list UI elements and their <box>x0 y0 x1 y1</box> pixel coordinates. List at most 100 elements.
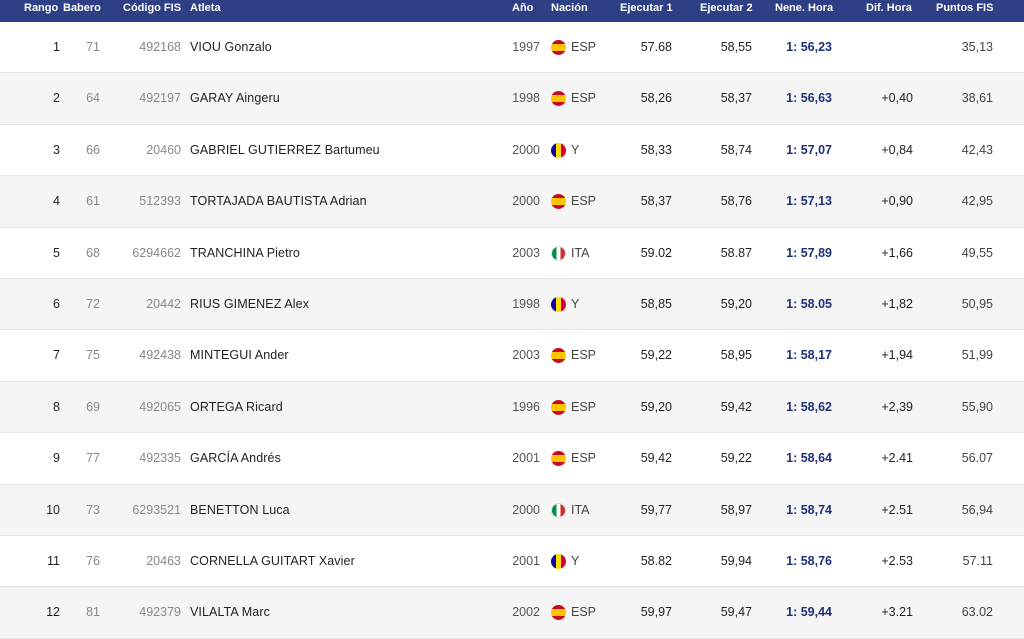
fis-points-cell: 56.07 <box>961 451 993 466</box>
athlete-name-link[interactable]: MINTEGUI Ander <box>190 348 289 363</box>
nation-flag-icon <box>551 194 566 210</box>
run1-cell: 59,22 <box>640 348 672 363</box>
diff-cell: +2.51 <box>881 502 913 517</box>
run2-cell: 59,42 <box>720 399 752 414</box>
bib-cell: 64 <box>86 91 100 106</box>
table-header: Rango Babero Código FIS Atleta Año Nació… <box>0 0 1024 22</box>
header-total-time[interactable]: Nene. Hora <box>775 2 834 14</box>
table-row[interactable]: 5 68 6294662 TRANCHINA Pietro 2003 ITA 5… <box>0 227 1024 279</box>
header-fis-points[interactable]: Puntos FIS <box>936 2 994 14</box>
year-cell: 2000 <box>512 142 540 157</box>
run2-cell: 58.87 <box>720 245 752 260</box>
fis-points-cell: 42,43 <box>961 142 993 157</box>
table-row[interactable]: 1 71 492168 VIOU Gonzalo 1997 ESP 57.68 … <box>0 22 1024 74</box>
nation-flag-icon <box>551 399 566 415</box>
rank-cell: 10 <box>46 502 60 517</box>
run1-cell: 58,37 <box>640 194 672 209</box>
total-time-cell: 1: 56,23 <box>786 40 832 54</box>
nation-cell: ESP <box>571 91 597 106</box>
table-row[interactable]: 9 77 492335 GARCÍA Andrés 2001 ESP 59,42… <box>0 433 1024 485</box>
table-row[interactable]: 3 66 20460 GABRIEL GUTIERREZ Bartumeu 20… <box>0 124 1024 177</box>
athlete-name-link[interactable]: TORTAJADA BAUTISTA Adrian <box>190 194 367 209</box>
athlete-name-link[interactable]: TRANCHINA Pietro <box>190 245 300 260</box>
athlete-name-link[interactable]: BENETTON Luca <box>190 502 290 517</box>
table-row[interactable]: 7 75 492438 MINTEGUI Ander 2003 ESP 59,2… <box>0 330 1024 382</box>
total-time-cell: 1: 58,64 <box>786 451 832 466</box>
nation-flag-icon <box>551 553 566 569</box>
diff-cell: +2.53 <box>881 553 913 568</box>
table-row[interactable]: 12 81 492379 VILALTA Marc 2002 ESP 59,97… <box>0 587 1024 639</box>
athlete-name-link[interactable]: RIUS GIMENEZ Alex <box>190 296 310 311</box>
bib-cell: 75 <box>86 348 100 363</box>
diff-cell: +2.41 <box>881 451 913 466</box>
nation-cell: ITA <box>571 245 590 260</box>
rank-cell: 9 <box>53 451 60 466</box>
rank-cell: 2 <box>53 91 60 106</box>
fis-points-cell: 55,90 <box>961 399 993 414</box>
athlete-name-link[interactable]: VIOU Gonzalo <box>190 40 272 54</box>
table-row[interactable]: 11 76 20463 CORNELLA GUITART Xavier 2001… <box>0 535 1024 588</box>
header-bib[interactable]: Babero <box>63 2 101 14</box>
run1-cell: 58,26 <box>640 91 672 106</box>
header-rank[interactable]: Rango <box>24 2 59 14</box>
table-row[interactable]: 8 69 492065 ORTEGA Ricard 1996 ESP 59,20… <box>0 381 1024 434</box>
table-row[interactable]: 2 64 492197 GARAY Aingeru 1998 ESP 58,26… <box>0 73 1024 125</box>
total-time-cell: 1: 56,63 <box>786 91 832 106</box>
diff-cell: +1,82 <box>881 296 913 311</box>
athlete-name-link[interactable]: CORNELLA GUITART Xavier <box>190 553 355 568</box>
rank-cell: 6 <box>53 296 60 311</box>
fis-points-cell: 50,95 <box>961 296 993 311</box>
header-fis-code[interactable]: Código FIS <box>123 2 182 14</box>
bib-cell: 73 <box>86 502 100 517</box>
diff-cell: +0,90 <box>881 194 913 209</box>
table-row[interactable]: 10 73 6293521 BENETTON Luca 2000 ITA 59,… <box>0 484 1024 536</box>
bib-cell: 76 <box>86 553 100 568</box>
fis-code-cell: 6294662 <box>132 245 181 260</box>
bib-cell: 68 <box>86 245 100 260</box>
fis-code-cell: 20463 <box>146 553 181 568</box>
nation-cell: Y <box>571 296 580 311</box>
fis-code-cell: 492197 <box>139 91 181 106</box>
athlete-name-link[interactable]: GARCÍA Andrés <box>190 451 281 466</box>
athlete-name-link[interactable]: VILALTA Marc <box>190 605 270 620</box>
athlete-name-link[interactable]: ORTEGA Ricard <box>190 399 283 414</box>
bib-cell: 77 <box>86 451 100 466</box>
header-nation[interactable]: Nación <box>551 2 588 14</box>
header-run1[interactable]: Ejecutar 1 <box>620 2 673 14</box>
year-cell: 1998 <box>512 91 540 106</box>
athlete-name-link[interactable]: GARAY Aingeru <box>190 91 280 106</box>
total-time-cell: 1: 58,74 <box>786 502 832 517</box>
header-diff[interactable]: Dif. Hora <box>866 2 912 14</box>
run1-cell: 59.02 <box>640 245 672 260</box>
nation-flag-icon <box>551 451 566 467</box>
nation-cell: ESP <box>571 605 597 620</box>
nation-flag-icon <box>551 296 566 312</box>
fis-code-cell: 492335 <box>139 451 181 466</box>
table-body: 1 71 492168 VIOU Gonzalo 1997 ESP 57.68 … <box>0 22 1024 639</box>
run1-cell: 59,20 <box>640 399 672 414</box>
header-run2[interactable]: Ejecutar 2 <box>700 2 753 14</box>
table-row[interactable]: 4 61 512393 TORTAJADA BAUTISTA Adrian 20… <box>0 176 1024 228</box>
run1-cell: 58,33 <box>640 142 672 157</box>
fis-points-cell: 35,13 <box>961 40 993 54</box>
diff-cell: +1,66 <box>881 245 913 260</box>
diff-cell: +0,40 <box>881 91 913 106</box>
header-year[interactable]: Año <box>512 2 534 14</box>
fis-code-cell: 492065 <box>139 399 181 414</box>
nation-cell: ESP <box>571 348 597 363</box>
table-row[interactable]: 6 72 20442 RIUS GIMENEZ Alex 1998 Y 58,8… <box>0 278 1024 331</box>
run2-cell: 58,76 <box>720 194 752 209</box>
rank-cell: 12 <box>46 605 60 620</box>
rank-cell: 1 <box>53 40 60 54</box>
year-cell: 2003 <box>512 348 540 363</box>
year-cell: 2000 <box>512 502 540 517</box>
year-cell: 2002 <box>512 605 540 620</box>
run2-cell: 58,74 <box>720 142 752 157</box>
athlete-name-link[interactable]: GABRIEL GUTIERREZ Bartumeu <box>190 142 380 157</box>
bib-cell: 81 <box>86 605 100 620</box>
fis-points-cell: 49,55 <box>961 245 993 260</box>
nation-cell: ESP <box>571 40 597 54</box>
fis-points-cell: 42,95 <box>961 194 993 209</box>
header-athlete[interactable]: Atleta <box>190 2 221 14</box>
